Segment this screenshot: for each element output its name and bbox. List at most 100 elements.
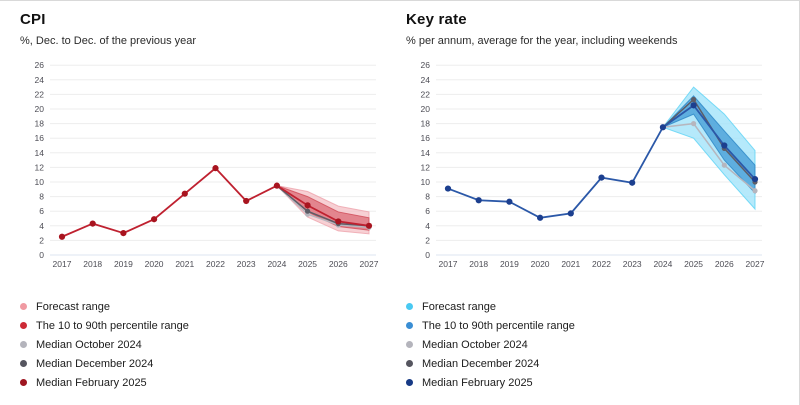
legend-dot-icon: [20, 341, 27, 348]
data-point: [598, 174, 605, 181]
y-tick-label: 10: [421, 177, 431, 187]
legend-dot-icon: [20, 379, 27, 386]
data-point: [721, 142, 728, 149]
data-point: [752, 188, 758, 194]
data-point: [567, 210, 574, 217]
y-tick-label: 10: [35, 177, 45, 187]
data-point: [335, 218, 342, 225]
legend-dot-icon: [406, 341, 413, 348]
y-tick-label: 4: [39, 221, 44, 231]
y-tick-label: 26: [35, 60, 45, 70]
data-point: [690, 102, 697, 109]
y-tick-label: 12: [421, 162, 431, 172]
data-point: [304, 202, 311, 209]
x-tick-label: 2018: [83, 259, 102, 269]
y-tick-label: 6: [39, 206, 44, 216]
y-tick-label: 4: [425, 221, 430, 231]
legend-label: Median October 2024: [422, 338, 528, 351]
legend-label: Median February 2025: [36, 376, 147, 389]
data-point: [58, 233, 66, 240]
y-tick-label: 18: [35, 119, 45, 129]
y-tick-label: 22: [35, 89, 45, 99]
data-point: [444, 185, 452, 192]
key-rate-chart-panel: Key rate % per annum, average for the ye…: [406, 11, 782, 405]
x-tick-label: 2026: [715, 259, 734, 269]
data-point: [120, 230, 127, 237]
y-tick-label: 20: [421, 104, 431, 114]
data-point: [659, 124, 666, 131]
y-tick-label: 14: [35, 148, 45, 158]
y-tick-label: 24: [421, 75, 431, 85]
legend-label: Median December 2024: [36, 357, 154, 370]
y-tick-label: 18: [421, 119, 431, 129]
x-tick-label: 2021: [175, 259, 194, 269]
x-tick-label: 2017: [53, 259, 72, 269]
y-tick-label: 22: [421, 89, 431, 99]
data-point: [475, 197, 482, 204]
x-tick-label: 2024: [267, 259, 286, 269]
x-tick-label: 2020: [531, 259, 550, 269]
data-point: [273, 182, 280, 189]
x-tick-label: 2019: [500, 259, 519, 269]
legend-label: Median February 2025: [422, 376, 533, 389]
legend-item-median-february-2025: Median February 2025: [406, 373, 782, 392]
data-point: [365, 222, 373, 229]
data-point: [751, 175, 759, 183]
x-tick-label: 2025: [684, 259, 703, 269]
cpi-chart-title: CPI: [20, 11, 46, 28]
y-tick-label: 0: [425, 250, 430, 260]
series-line-median-october-2024: [662, 122, 756, 192]
y-tick-label: 6: [425, 206, 430, 216]
y-tick-label: 14: [421, 148, 431, 158]
x-tick-label: 2017: [439, 259, 458, 269]
cpi-chart-panel: CPI %, Dec. to Dec. of the previous year…: [20, 11, 396, 405]
legend-item-forecast-range: Forecast range: [406, 297, 782, 316]
x-tick-label: 2024: [653, 259, 672, 269]
band-forecast-range: [662, 86, 756, 211]
data-point: [691, 96, 697, 103]
legend-dot-icon: [406, 379, 413, 386]
legend-item-median-february-2025: Median February 2025: [20, 373, 396, 392]
legend-item-median-december-2024: Median December 2024: [20, 354, 396, 373]
y-tick-label: 16: [35, 133, 45, 143]
data-point: [629, 179, 636, 186]
y-tick-label: 8: [39, 192, 44, 202]
legend-label: Forecast range: [36, 300, 110, 313]
y-tick-label: 2: [425, 235, 430, 245]
x-tick-label: 2020: [145, 259, 164, 269]
x-tick-label: 2021: [561, 259, 580, 269]
data-point: [212, 165, 219, 172]
legend-item-forecast-range: Forecast range: [20, 297, 396, 316]
x-tick-label: 2026: [329, 259, 348, 269]
key-rate-legend: Forecast range The 10 to 90th percentile …: [406, 297, 782, 392]
legend-label: Median December 2024: [422, 357, 540, 370]
legend-dot-icon: [406, 322, 413, 329]
x-tick-label: 2023: [623, 259, 642, 269]
legend-label: The 10 to 90th percentile range: [422, 319, 575, 332]
key-rate-chart-title: Key rate: [406, 11, 467, 28]
y-tick-label: 8: [425, 192, 430, 202]
legend-item-the-10-to-90th-percentile-range: The 10 to 90th percentile range: [406, 316, 782, 335]
series-line-median-october-2024: [276, 185, 370, 229]
series-line-median-december-2024: [276, 185, 370, 227]
y-tick-label: 26: [421, 60, 431, 70]
legend-label: Median October 2024: [36, 338, 142, 351]
legend-label: The 10 to 90th percentile range: [36, 319, 189, 332]
data-point: [305, 208, 311, 214]
legend-dot-icon: [406, 360, 413, 367]
x-tick-label: 2022: [206, 259, 225, 269]
cpi-legend: Forecast range The 10 to 90th percentile …: [20, 297, 396, 392]
x-tick-label: 2023: [237, 259, 256, 269]
x-tick-label: 2027: [746, 259, 765, 269]
data-point: [721, 162, 727, 168]
legend-item-median-october-2024: Median October 2024: [20, 335, 396, 354]
legend-dot-icon: [406, 303, 413, 310]
legend-dot-icon: [20, 360, 27, 367]
data-point: [89, 220, 96, 227]
legend-item-median-december-2024: Median December 2024: [406, 354, 782, 373]
x-tick-label: 2019: [114, 259, 133, 269]
legend-item-the-10-to-90th-percentile-range: The 10 to 90th percentile range: [20, 316, 396, 335]
data-point: [506, 198, 513, 205]
